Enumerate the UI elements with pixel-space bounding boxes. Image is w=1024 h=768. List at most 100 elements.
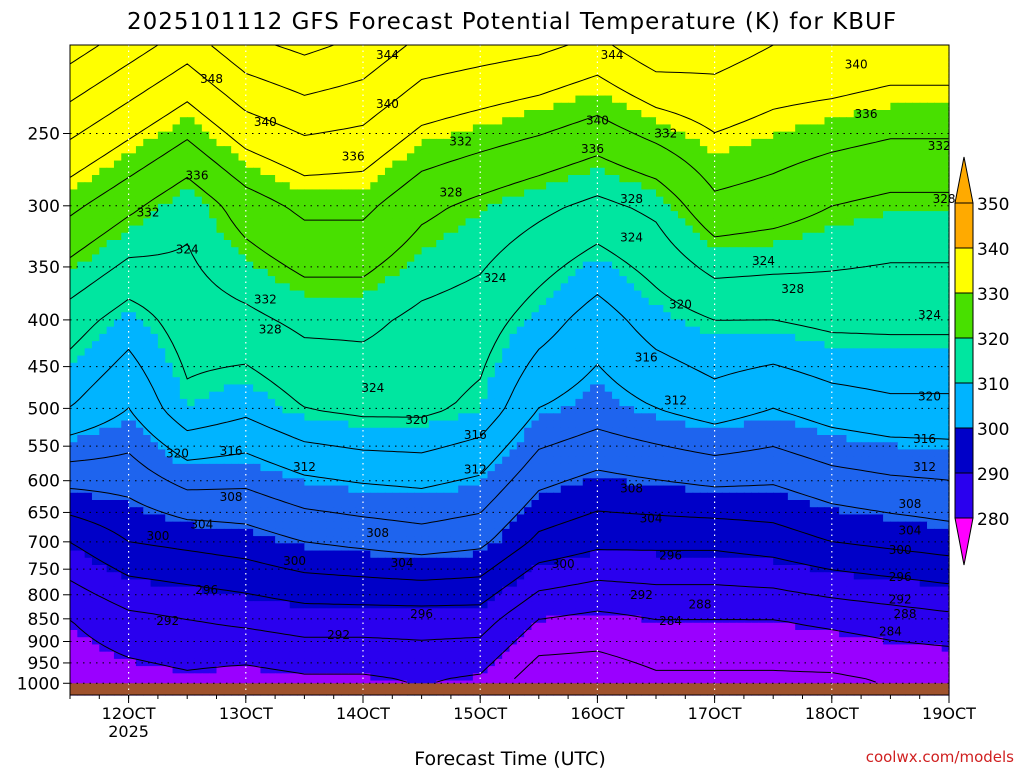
x-tick-label: 16OCT bbox=[570, 704, 624, 723]
contour-label: 304 bbox=[190, 518, 213, 532]
contour-label: 296 bbox=[410, 607, 433, 621]
y-tick-label: 500 bbox=[28, 399, 60, 419]
contour-label: 340 bbox=[376, 97, 399, 111]
contour-line-300 bbox=[69, 510, 950, 581]
contour-line-328 bbox=[69, 155, 949, 278]
y-tick-label: 700 bbox=[28, 533, 60, 553]
x-tick-label: 13OCT bbox=[219, 704, 273, 723]
contour-label: 348 bbox=[200, 72, 223, 86]
colorbar-label: 350 bbox=[977, 195, 1009, 215]
colorbar-label: 310 bbox=[977, 375, 1009, 395]
contour-label: 324 bbox=[752, 254, 775, 268]
contour-label: 292 bbox=[630, 588, 653, 602]
contour-label: 296 bbox=[195, 583, 218, 597]
y-tick-label: 600 bbox=[28, 472, 60, 492]
y-tick-label: 750 bbox=[28, 560, 60, 580]
colorbar-label: 280 bbox=[977, 510, 1009, 530]
contour-label: 284 bbox=[659, 614, 682, 628]
colorbar-label: 330 bbox=[977, 285, 1009, 305]
contour-label: 324 bbox=[918, 308, 941, 322]
contour-label: 324 bbox=[361, 381, 384, 395]
contour-label: 312 bbox=[913, 460, 936, 474]
ground-band bbox=[70, 683, 949, 695]
contour-label: 296 bbox=[659, 549, 682, 563]
contour-label: 332 bbox=[928, 139, 951, 153]
credit-text: coolwx.com/models bbox=[866, 748, 1014, 766]
x-tick-label: 17OCT bbox=[688, 704, 742, 723]
contour-label: 312 bbox=[664, 393, 687, 407]
contour-label: 324 bbox=[620, 231, 643, 245]
contour-label: 320 bbox=[166, 446, 189, 460]
x-tick-label: 14OCT bbox=[336, 704, 390, 723]
y-tick-label: 1000 bbox=[17, 674, 60, 694]
y-tick-label: 900 bbox=[28, 633, 60, 653]
x-tick-label: 18OCT bbox=[805, 704, 859, 723]
contour-label: 336 bbox=[186, 169, 209, 183]
contour-line-336 bbox=[69, 74, 949, 178]
contour-label: 324 bbox=[483, 271, 506, 285]
contour-label: 320 bbox=[405, 413, 428, 427]
contour-label: 340 bbox=[586, 114, 609, 128]
contour-label: 336 bbox=[581, 142, 604, 156]
contour-line-324 bbox=[69, 195, 949, 343]
y-tick-label: 550 bbox=[28, 437, 60, 457]
contour-label: 320 bbox=[918, 389, 941, 403]
y-tick-label: 950 bbox=[28, 654, 60, 674]
colorbar-band bbox=[954, 472, 974, 519]
chart-title: 2025101112 GFS Forecast Potential Temper… bbox=[127, 9, 897, 35]
colorbar-band bbox=[954, 292, 974, 339]
y-tick-label: 800 bbox=[28, 586, 60, 606]
plot-area bbox=[69, 44, 950, 696]
x-axis-label: Forecast Time (UTC) bbox=[414, 748, 605, 768]
contour-label: 312 bbox=[293, 460, 316, 474]
x-tick-label: 15OCT bbox=[453, 704, 507, 723]
contour-line-292 bbox=[69, 579, 950, 641]
contour-label: 332 bbox=[654, 127, 677, 141]
y-tick-label: 850 bbox=[28, 610, 60, 630]
contour-label: 336 bbox=[855, 107, 878, 121]
colorbar-label: 340 bbox=[977, 240, 1009, 260]
colorbar-band bbox=[954, 247, 974, 294]
contour-label: 332 bbox=[254, 293, 277, 307]
contour-line-344 bbox=[69, 44, 408, 103]
colorbar-band bbox=[954, 202, 974, 249]
contour-label: 300 bbox=[889, 543, 912, 557]
contour-label: 332 bbox=[137, 205, 160, 219]
colorbar-band bbox=[954, 427, 974, 474]
contour-label: 300 bbox=[552, 557, 575, 571]
x-tick-label: 19OCT bbox=[922, 704, 976, 723]
contour-label: 344 bbox=[601, 48, 624, 62]
contour-label: 308 bbox=[366, 526, 389, 540]
contour-label: 320 bbox=[669, 298, 692, 312]
contour-label: 316 bbox=[913, 432, 936, 446]
colorbar-extend-top bbox=[954, 156, 974, 204]
contour-line-312 bbox=[69, 363, 950, 490]
contour-label: 332 bbox=[449, 134, 472, 148]
y-tick-label: 450 bbox=[28, 358, 60, 378]
contour-label: 288 bbox=[894, 607, 917, 621]
contour-label: 316 bbox=[220, 444, 243, 458]
contour-label: 304 bbox=[898, 523, 921, 537]
colorbar-label: 290 bbox=[977, 465, 1009, 485]
contour-line-348 bbox=[69, 44, 334, 65]
contour-label: 336 bbox=[342, 150, 365, 164]
contour-line-284 bbox=[514, 650, 876, 683]
contour-label: 292 bbox=[156, 614, 179, 628]
contour-label: 308 bbox=[898, 497, 921, 511]
contour-line-320 bbox=[69, 243, 949, 418]
contour-line-304 bbox=[69, 469, 950, 556]
contour-label: 328 bbox=[933, 192, 956, 206]
y-tick-label: 400 bbox=[28, 311, 60, 331]
contour-label: 312 bbox=[464, 462, 487, 476]
contour-label: 340 bbox=[845, 57, 868, 71]
contour-label: 328 bbox=[439, 185, 462, 199]
colorbar: 350 340 330 320 310 300 290 280 bbox=[954, 156, 1009, 566]
colorbar-band bbox=[954, 337, 974, 384]
contour-line-288 bbox=[69, 610, 950, 683]
contour-label: 328 bbox=[259, 323, 282, 337]
colorbar-band bbox=[954, 382, 974, 429]
contour-label: 284 bbox=[879, 625, 902, 639]
contour-label: 300 bbox=[146, 529, 169, 543]
contour-label: 324 bbox=[176, 243, 199, 257]
